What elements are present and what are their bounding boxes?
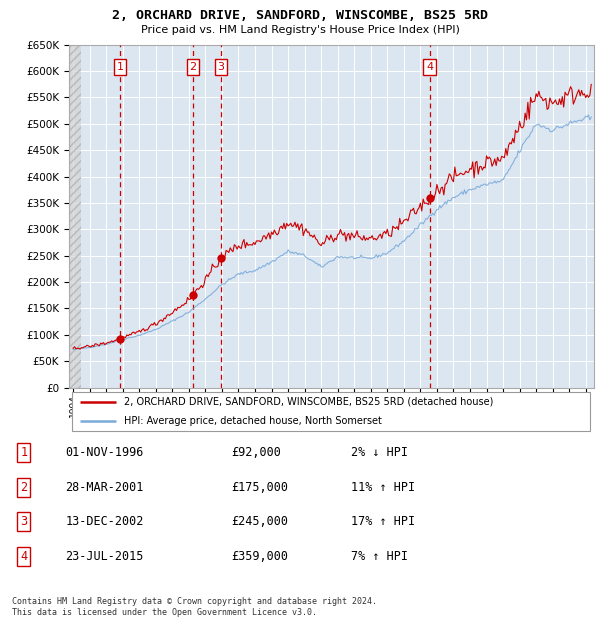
Text: 2: 2 [20, 480, 28, 494]
Text: 11% ↑ HPI: 11% ↑ HPI [350, 480, 415, 494]
Text: 4: 4 [20, 550, 28, 563]
Text: 3: 3 [218, 62, 224, 72]
Text: £175,000: £175,000 [232, 480, 289, 494]
Text: 7% ↑ HPI: 7% ↑ HPI [350, 550, 407, 563]
Text: £245,000: £245,000 [232, 515, 289, 528]
Text: 3: 3 [20, 515, 28, 528]
Text: Contains HM Land Registry data © Crown copyright and database right 2024.
This d: Contains HM Land Registry data © Crown c… [12, 598, 377, 617]
Text: HPI: Average price, detached house, North Somerset: HPI: Average price, detached house, Nort… [124, 417, 382, 427]
Text: £359,000: £359,000 [232, 550, 289, 563]
Bar [69, 45, 80, 388]
Text: 4: 4 [426, 62, 433, 72]
Text: 2: 2 [189, 62, 196, 72]
Text: 13-DEC-2002: 13-DEC-2002 [65, 515, 144, 528]
Text: 2, ORCHARD DRIVE, SANDFORD, WINSCOMBE, BS25 5RD (detached house): 2, ORCHARD DRIVE, SANDFORD, WINSCOMBE, B… [124, 397, 493, 407]
Text: 23-JUL-2015: 23-JUL-2015 [65, 550, 144, 563]
Text: 1: 1 [20, 446, 28, 459]
Text: 1: 1 [116, 62, 124, 72]
Text: 28-MAR-2001: 28-MAR-2001 [65, 480, 144, 494]
Text: 2% ↓ HPI: 2% ↓ HPI [350, 446, 407, 459]
Text: 2, ORCHARD DRIVE, SANDFORD, WINSCOMBE, BS25 5RD: 2, ORCHARD DRIVE, SANDFORD, WINSCOMBE, B… [112, 9, 488, 22]
Text: 01-NOV-1996: 01-NOV-1996 [65, 446, 144, 459]
FancyBboxPatch shape [71, 392, 590, 431]
Text: 17% ↑ HPI: 17% ↑ HPI [350, 515, 415, 528]
Text: £92,000: £92,000 [232, 446, 281, 459]
Text: Price paid vs. HM Land Registry's House Price Index (HPI): Price paid vs. HM Land Registry's House … [140, 25, 460, 35]
